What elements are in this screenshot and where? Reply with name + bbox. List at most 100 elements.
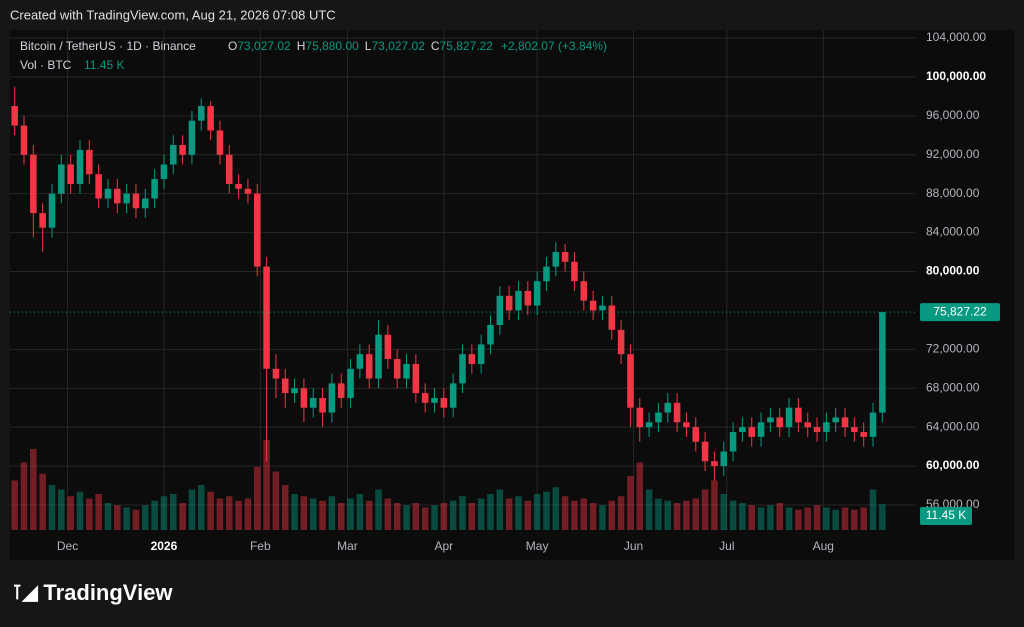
candle-body: [76, 149, 84, 184]
volume-bar: [20, 462, 28, 530]
volume-bar: [589, 503, 597, 530]
volume-bar: [244, 498, 252, 530]
volume-bar: [375, 489, 382, 530]
candle-body: [281, 378, 289, 394]
candle-body: [300, 388, 308, 408]
candle-body: [655, 412, 662, 423]
volume-bar: [477, 498, 485, 530]
candle-body: [860, 432, 867, 437]
volume-bar: [67, 496, 74, 530]
volume-bar: [729, 500, 737, 530]
volume-bar: [188, 489, 196, 530]
candle-body: [39, 213, 46, 228]
x-tick-label: Jul: [719, 539, 734, 553]
candle-body: [123, 193, 130, 204]
volume-bar: [748, 505, 755, 530]
chart-panel: [10, 30, 1014, 560]
volume-bar: [421, 507, 429, 530]
candle-body: [403, 363, 410, 379]
volume-bar: [524, 500, 532, 530]
candle-body: [813, 427, 821, 433]
x-tick-label: Apr: [434, 539, 453, 553]
y-tick-label: 60,000.00: [926, 458, 980, 472]
legend: Bitcoin / TetherUS · 1D · Binance O73,02…: [20, 39, 607, 72]
y-tick-label: 64,000.00: [926, 419, 980, 433]
x-tick-label: Mar: [337, 539, 358, 553]
candle-body: [11, 106, 18, 126]
volume-bar: [300, 496, 308, 530]
volume-bar: [30, 449, 37, 530]
volume-bar: [412, 503, 420, 530]
candle-body: [179, 145, 186, 155]
volume-bar: [543, 491, 550, 530]
volume-bar: [496, 489, 504, 530]
volume-bar: [879, 504, 886, 530]
volume-label: 11.45 K: [926, 508, 966, 522]
volume-bar: [114, 505, 121, 530]
candle-body: [561, 252, 569, 262]
volume-bar: [487, 494, 494, 530]
volume-value: 11.45 K: [84, 58, 124, 72]
candle-body: [431, 397, 438, 403]
volume-bar: [384, 498, 392, 530]
candle-body: [869, 412, 877, 437]
volume-bar: [291, 494, 298, 530]
watermark: Created with TradingView.com, Aug 21, 20…: [10, 7, 336, 22]
volume-bar: [58, 489, 65, 530]
volume-bar: [440, 503, 448, 530]
volume-bar: [608, 500, 616, 530]
candle-body: [104, 188, 112, 199]
y-tick-label: 92,000.00: [926, 147, 980, 161]
volume-bar: [151, 500, 158, 530]
candle-body: [48, 193, 56, 228]
candle-body: [132, 193, 140, 209]
candle-body: [711, 461, 718, 467]
volume-bar: [179, 503, 186, 530]
ohlc-key: O: [228, 39, 237, 53]
volume-bar: [832, 509, 839, 530]
volume-name: Vol · BTC: [20, 58, 72, 72]
volume-bar: [552, 487, 560, 530]
volume-bar: [757, 507, 765, 530]
candle-body: [664, 402, 672, 413]
volume-bar: [207, 491, 214, 530]
candle-body: [617, 329, 625, 355]
x-tick-label: Jun: [624, 539, 643, 553]
y-tick-label: 84,000.00: [926, 225, 980, 239]
volume-bar: [403, 505, 410, 530]
ohlc-value: 73,027.02: [237, 39, 291, 53]
volume-pane: [11, 440, 886, 530]
candle-body: [235, 183, 242, 189]
volume-bar: [767, 505, 774, 530]
candle-body: [384, 334, 392, 360]
volume-bar: [795, 509, 802, 530]
volume-bar: [580, 498, 588, 530]
volume-bar: [170, 494, 177, 530]
volume-bar: [95, 494, 102, 530]
candle-body: [580, 281, 588, 301]
volume-label-box: [920, 507, 972, 525]
volume-bar: [515, 496, 522, 530]
volume-bar: [599, 505, 606, 530]
volume-bar: [142, 505, 149, 530]
candle-body: [365, 354, 373, 379]
candle-body: [496, 295, 504, 325]
ohlc: O73,027.02 H75,880.00 L73,027.02 C75,827.22…: [228, 39, 607, 53]
candle-body: [459, 354, 466, 384]
candle-body: [291, 388, 298, 394]
volume-bar: [253, 467, 261, 530]
candle-body: [543, 266, 550, 282]
candle-body: [832, 417, 839, 423]
volume-bar: [132, 509, 140, 530]
volume-bar: [701, 489, 709, 530]
volume-bar: [711, 480, 718, 530]
last-price-box: [920, 303, 1000, 322]
volume-bar: [393, 503, 401, 530]
candle-body: [319, 397, 326, 413]
volume-bar: [263, 440, 270, 530]
ohlc-key: C: [431, 39, 440, 53]
axes: 56,000.0060,000.0064,000.0068,000.0072,0…: [10, 30, 1000, 553]
volume-bar: [160, 496, 168, 530]
last-price-label: 75,827.22: [933, 304, 987, 318]
